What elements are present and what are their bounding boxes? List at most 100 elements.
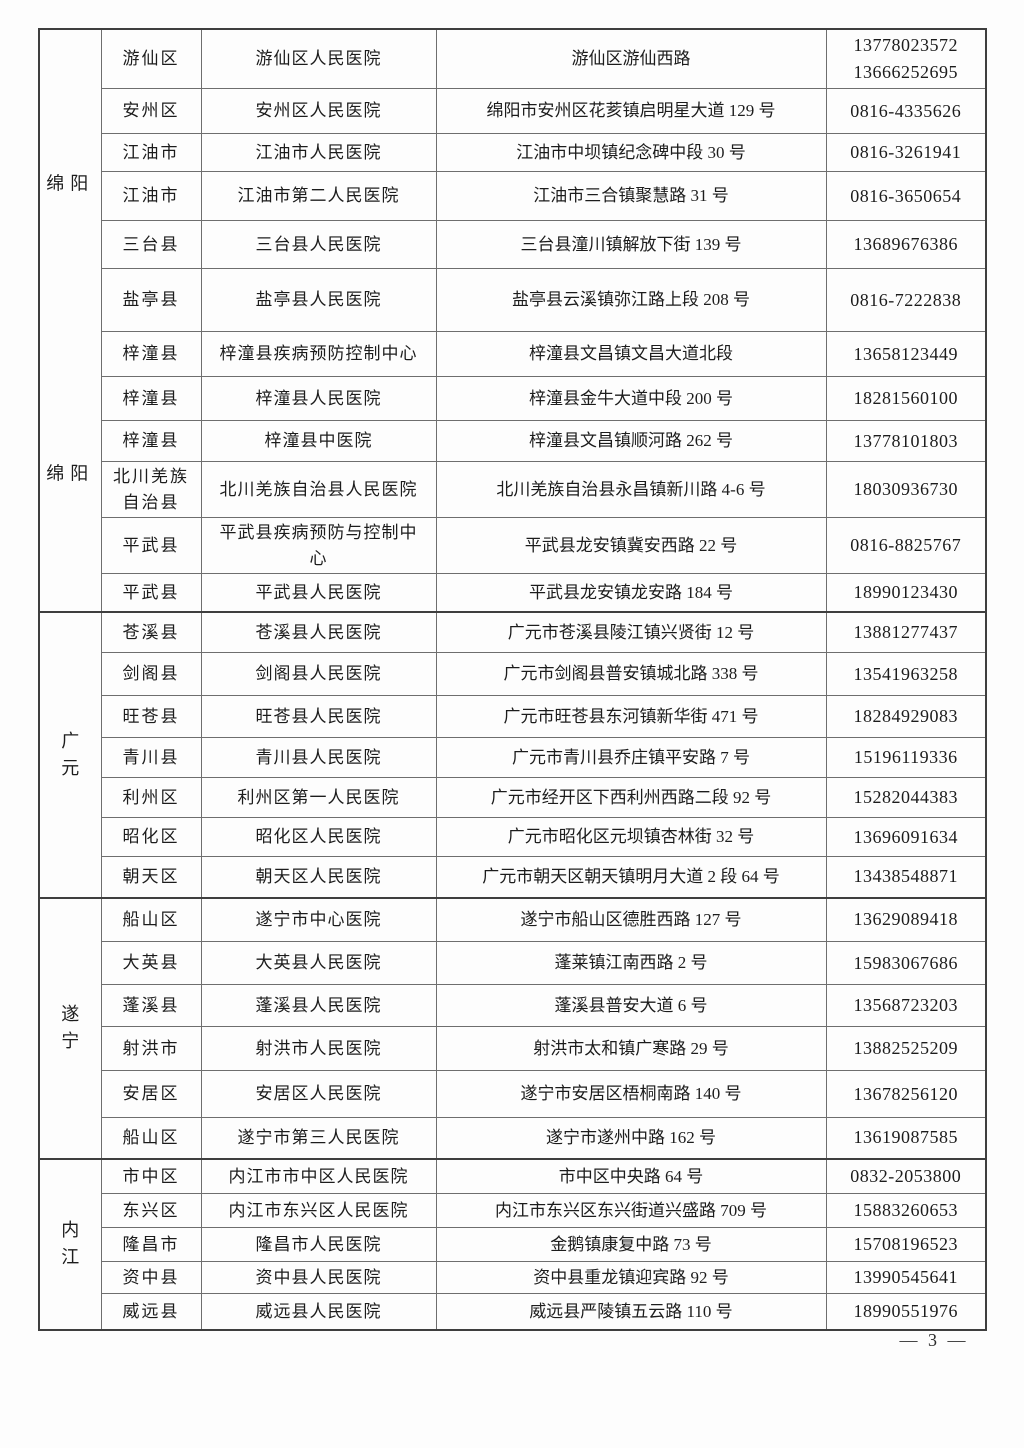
address-cell: 广元市经开区下西利州西路二段 92 号 xyxy=(435,777,827,818)
address-cell: 广元市朝天区朝天镇明月大道 2 段 64 号 xyxy=(435,856,827,898)
city-cell: 广元 xyxy=(38,610,102,898)
district-cell: 船山区 xyxy=(100,896,202,942)
address-cell: 遂宁市遂州中路 162 号 xyxy=(435,1117,827,1159)
facility-cell: 遂宁市第三人民医院 xyxy=(200,1117,437,1159)
facility-cell: 隆昌市人民医院 xyxy=(200,1227,437,1262)
address-cell: 内江市东兴区东兴街道兴盛路 709 号 xyxy=(435,1193,827,1228)
table-row: 江油市 江油市人民医院 江油市中坝镇纪念碑中段 30 号 0816-3261941 xyxy=(39,133,987,172)
address-cell: 广元市青川县乔庄镇平安路 7 号 xyxy=(435,737,827,778)
district-cell: 昭化区 xyxy=(100,817,202,857)
phone-cell: 0816-7222838 xyxy=(825,268,987,332)
district-cell: 梓潼县 xyxy=(100,376,202,421)
table-row: 安州区 安州区人民医院 绵阳市安州区花荄镇启明星大道 129 号 0816-43356… xyxy=(39,88,987,134)
phone-cell: 0832-2053800 xyxy=(825,1157,987,1194)
table-row: 青川县 青川县人民医院 广元市青川县乔庄镇平安路 7 号 15196119336 xyxy=(39,737,987,778)
facility-cell: 江油市人民医院 xyxy=(200,133,437,172)
phone-cell: 18030936730 xyxy=(825,461,987,518)
district-cell: 蓬溪县 xyxy=(100,984,202,1027)
facility-cell: 梓潼县人民医院 xyxy=(200,376,437,421)
district-cell: 游仙区 xyxy=(100,28,202,89)
address-cell: 北川羌族自治县永昌镇新川路 4-6 号 xyxy=(435,461,827,518)
address-cell: 蓬莱镇江南西路 2 号 xyxy=(435,941,827,985)
table-row: 旺苍县 旺苍县人民医院 广元市旺苍县东河镇新华街 471 号 18284929083 xyxy=(39,695,987,738)
district-cell: 射洪市 xyxy=(100,1026,202,1071)
facility-cell: 梓潼县疾病预防控制中心 xyxy=(200,331,437,377)
city-cell: 遂宁 xyxy=(38,896,102,1159)
district-cell: 朝天区 xyxy=(100,856,202,898)
table-row: 内江 市中区 内江市市中区人民医院 市中区中央路 64 号 0832-2053800 xyxy=(38,1157,987,1330)
phone-cell: 18990551976 xyxy=(825,1293,987,1330)
district-cell: 江油市 xyxy=(100,133,202,172)
phone-cell: 15883260653 xyxy=(825,1193,987,1228)
facility-cell: 安州区人民医院 xyxy=(200,88,437,134)
table-row: 利州区 利州区第一人民医院 广元市经开区下西利州西路二段 92 号 152820443… xyxy=(39,777,987,818)
table-row: 资中县 资中县人民医院 资中县重龙镇迎宾路 92 号 13990545641 xyxy=(39,1261,987,1294)
address-cell: 金鹅镇康复中路 73 号 xyxy=(435,1227,827,1262)
facility-cell: 昭化区人民医院 xyxy=(200,817,437,857)
city-label: 绵阳 xyxy=(46,173,95,194)
phone-cell: 15983067686 xyxy=(825,941,987,985)
phone-cell: 13678256120 xyxy=(825,1070,987,1118)
phone-cell: 15196119336 xyxy=(825,737,987,778)
table-row: 梓潼县 梓潼县人民医院 梓潼县金牛大道中段 200 号 18281560100 xyxy=(39,376,987,421)
table-row: 绵阳 绵阳 游仙区 游仙区人民医院 游仙区游仙西路 13778023572 1366625… xyxy=(38,28,987,612)
page-number: — 3 — xyxy=(899,1330,969,1350)
address-cell: 江油市中坝镇纪念碑中段 30 号 xyxy=(435,133,827,172)
table-row: 广元 苍溪县 苍溪县人民医院 广元市苍溪县陵江镇兴贤街 12 号 13881277437 xyxy=(38,610,987,898)
district-cell: 江油市 xyxy=(100,171,202,221)
facility-cell: 青川县人民医院 xyxy=(200,737,437,778)
address-cell: 射洪市太和镇广寒路 29 号 xyxy=(435,1026,827,1071)
address-cell: 梓潼县文昌镇文昌大道北段 xyxy=(435,331,827,377)
address-cell: 梓潼县金牛大道中段 200 号 xyxy=(435,376,827,421)
table-row: 遂宁 船山区 遂宁市中心医院 遂宁市船山区德胜西路 127 号 13629089418 xyxy=(38,896,987,1159)
table-row: 平武县 平武县疾病预防与控制中 心平武县龙安镇冀安西路 22 号 0816-8825… xyxy=(39,517,987,574)
address-cell: 绵阳市安州区花荄镇启明星大道 129 号 xyxy=(435,88,827,134)
district-cell: 三台县 xyxy=(100,220,202,269)
table-row: 北川羌族 自治县 北川羌族自治县人民医院 北川羌族自治县永昌镇新川路 4-6 号 18… xyxy=(39,461,987,518)
phone-cell: 18281560100 xyxy=(825,376,987,421)
phone-cell: 0816-3650654 xyxy=(825,171,987,221)
facility-cell: 平武县疾病预防与控制中 心 xyxy=(200,517,437,574)
address-cell: 资中县重龙镇迎宾路 92 号 xyxy=(435,1261,827,1294)
table-row: 梓潼县 梓潼县中医院 梓潼县文昌镇顺河路 262 号 13778101803 xyxy=(39,420,987,462)
facility-cell: 利州区第一人民医院 xyxy=(200,777,437,818)
facility-cell: 资中县人民医院 xyxy=(200,1261,437,1294)
phone-cell: 13778101803 xyxy=(825,420,987,462)
phone-cell: 0816-8825767 xyxy=(825,517,987,574)
district-cell: 旺苍县 xyxy=(100,695,202,738)
address-cell: 广元市昭化区元坝镇杏林街 32 号 xyxy=(435,817,827,857)
facility-cell: 遂宁市中心医院 xyxy=(200,896,437,942)
hospital-contact-table: 绵阳 绵阳 游仙区 游仙区人民医院 游仙区游仙西路 13778023572 1366625… xyxy=(38,28,987,1331)
table-row: 昭化区 昭化区人民医院 广元市昭化区元坝镇杏林街 32 号 13696091634 xyxy=(39,817,987,857)
address-cell: 平武县龙安镇龙安路 184 号 xyxy=(435,573,827,612)
facility-cell: 江油市第二人民医院 xyxy=(200,171,437,221)
phone-cell: 13990545641 xyxy=(825,1261,987,1294)
city-label: 内江 xyxy=(61,1220,86,1267)
facility-cell: 射洪市人民医院 xyxy=(200,1026,437,1071)
facility-cell: 安居区人民医院 xyxy=(200,1070,437,1118)
table-body: 绵阳 绵阳 游仙区 游仙区人民医院 游仙区游仙西路 13778023572 1366625… xyxy=(38,28,987,1330)
district-cell: 平武县 xyxy=(100,517,202,574)
table-row: 隆昌市 隆昌市人民医院 金鹅镇康复中路 73 号 15708196523 xyxy=(39,1227,987,1262)
district-cell: 梓潼县 xyxy=(100,331,202,377)
address-cell: 广元市剑阁县普安镇城北路 338 号 xyxy=(435,652,827,696)
district-cell: 市中区 xyxy=(100,1157,202,1194)
district-cell: 安居区 xyxy=(100,1070,202,1118)
table-row: 东兴区 内江市东兴区人民医院 内江市东兴区东兴街道兴盛路 709 号 15883260… xyxy=(39,1193,987,1228)
address-cell: 游仙区游仙西路 xyxy=(435,28,827,89)
table-row: 射洪市 射洪市人民医院 射洪市太和镇广寒路 29 号 13882525209 xyxy=(39,1026,987,1071)
facility-cell: 游仙区人民医院 xyxy=(200,28,437,89)
table-row: 盐亭县 盐亭县人民医院 盐亭县云溪镇弥江路上段 208 号 0816-7222838 xyxy=(39,268,987,332)
table-row: 三台县 三台县人民医院 三台县潼川镇解放下街 139 号 13689676386 xyxy=(39,220,987,269)
facility-cell: 平武县人民医院 xyxy=(200,573,437,612)
table-row: 蓬溪县 蓬溪县人民医院 蓬溪县普安大道 6 号 13568723203 xyxy=(39,984,987,1027)
city-cell: 内江 xyxy=(38,1157,102,1330)
phone-cell: 15282044383 xyxy=(825,777,987,818)
city-label: 广元 xyxy=(61,730,86,778)
facility-cell: 内江市市中区人民医院 xyxy=(200,1157,437,1194)
district-cell: 大英县 xyxy=(100,941,202,985)
address-cell: 蓬溪县普安大道 6 号 xyxy=(435,984,827,1027)
district-cell: 威远县 xyxy=(100,1293,202,1330)
district-cell: 盐亭县 xyxy=(100,268,202,332)
